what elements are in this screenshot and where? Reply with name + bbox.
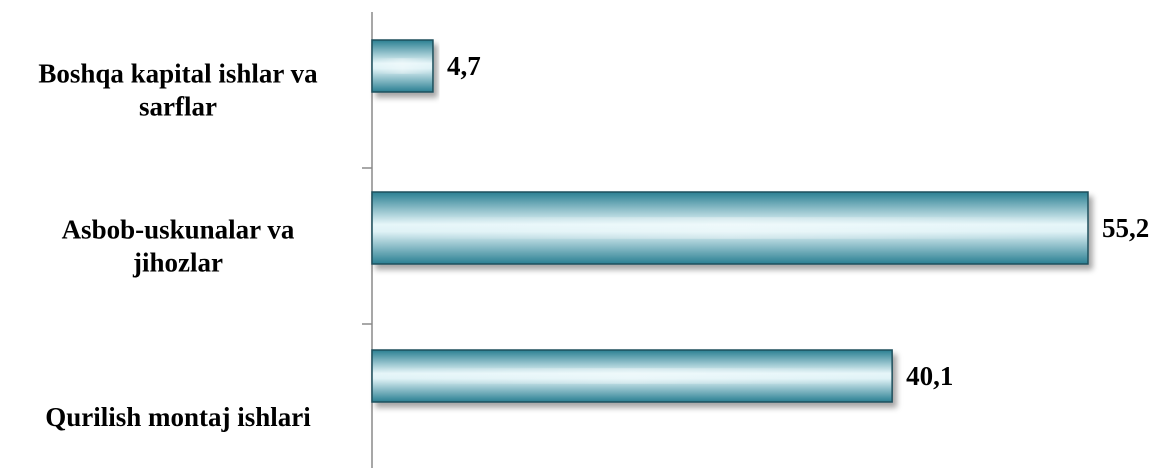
category-label: jihozlar — [132, 248, 223, 278]
bar-highlight — [374, 368, 891, 384]
data-label: 4,7 — [447, 51, 481, 81]
category-label: Asbob-uskunalar va — [62, 215, 295, 245]
category-label: sarflar — [139, 92, 217, 122]
bar-highlight — [374, 217, 1086, 239]
bar-highlight — [374, 58, 431, 74]
category-label: Boshqa kapital ishlar va — [38, 59, 318, 89]
data-label: 55,2 — [1102, 213, 1149, 243]
data-label: 40,1 — [906, 361, 953, 391]
category-label: Qurilish montaj ishlari — [45, 402, 311, 432]
